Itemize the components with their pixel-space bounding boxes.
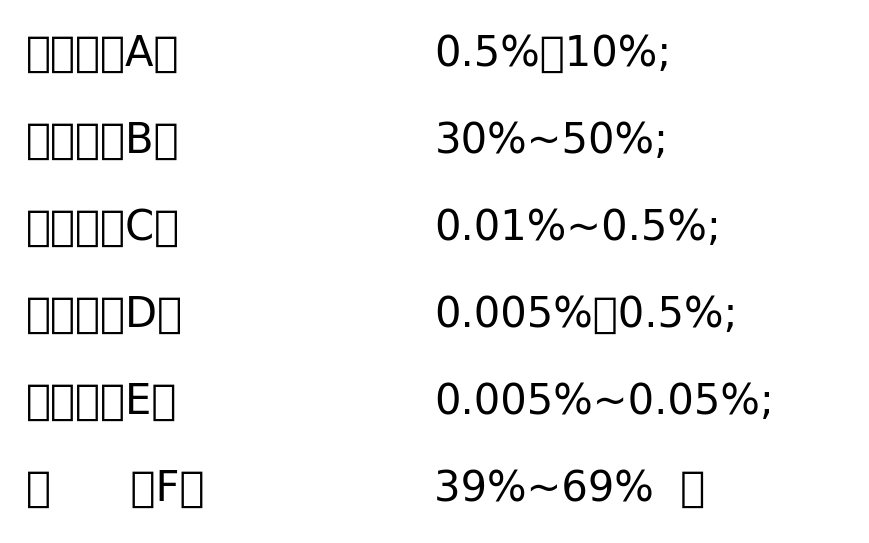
Text: 减水剂（A）: 减水剂（A）: [26, 33, 180, 75]
Text: 0.005%~0.05%;: 0.005%~0.05%;: [434, 381, 774, 423]
Text: 保水剂（C）: 保水剂（C）: [26, 207, 180, 249]
Text: 0.005%～0.5%;: 0.005%～0.5%;: [434, 294, 738, 336]
Text: 消泡剂（E）: 消泡剂（E）: [26, 381, 177, 423]
Text: 39%~69%  。: 39%~69% 。: [434, 468, 706, 510]
Text: 成膜剂（B）: 成膜剂（B）: [26, 120, 180, 162]
Text: 0.5%～10%;: 0.5%～10%;: [434, 33, 672, 75]
Text: 30%~50%;: 30%~50%;: [434, 120, 668, 162]
Text: 减缩剂（D）: 减缩剂（D）: [26, 294, 183, 336]
Text: 0.01%~0.5%;: 0.01%~0.5%;: [434, 207, 721, 249]
Text: 水      （F）: 水 （F）: [26, 468, 204, 510]
